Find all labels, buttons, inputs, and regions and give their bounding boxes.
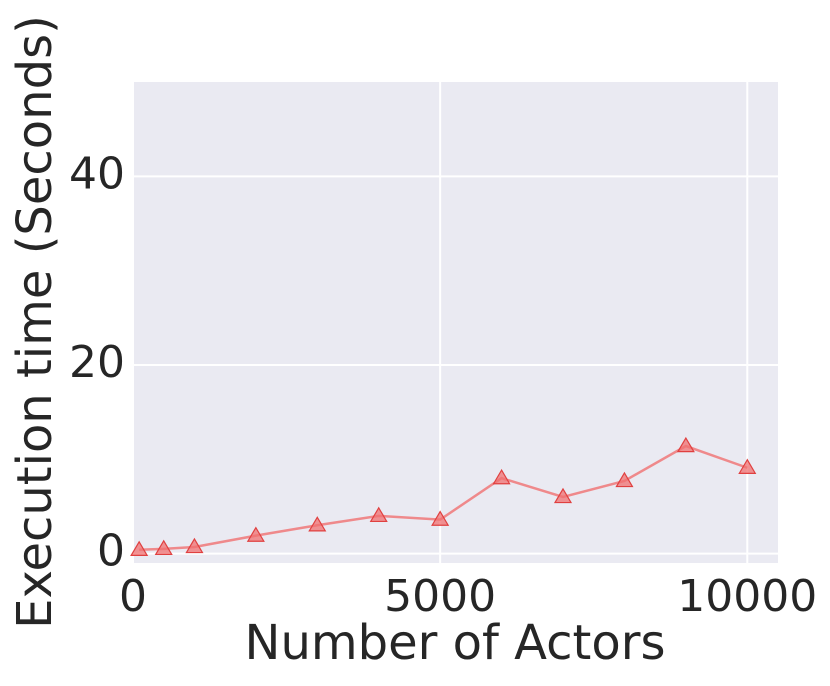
y-tick-label: 40 xyxy=(69,148,125,199)
data-point xyxy=(615,471,634,488)
data-point xyxy=(185,537,204,554)
data-point xyxy=(154,539,173,556)
data-point xyxy=(130,540,149,556)
x-tick-label: 5000 xyxy=(384,571,496,622)
data-point xyxy=(308,516,327,532)
y-axis-label: Execution time (Seconds) xyxy=(7,15,63,629)
data-point xyxy=(676,436,695,453)
plot-area xyxy=(133,82,778,563)
y-tick-label: 20 xyxy=(69,337,125,388)
data-point xyxy=(553,487,573,504)
x-tick-label: 0 xyxy=(119,571,147,622)
x-axis-label: Number of Actors xyxy=(245,615,666,671)
y-tick-label: 0 xyxy=(97,526,125,577)
data-point xyxy=(246,526,265,542)
data-point xyxy=(369,506,388,523)
data-point xyxy=(492,468,511,485)
data-point xyxy=(431,510,450,526)
data-point xyxy=(738,458,757,474)
x-tick-label: 10000 xyxy=(677,571,817,622)
